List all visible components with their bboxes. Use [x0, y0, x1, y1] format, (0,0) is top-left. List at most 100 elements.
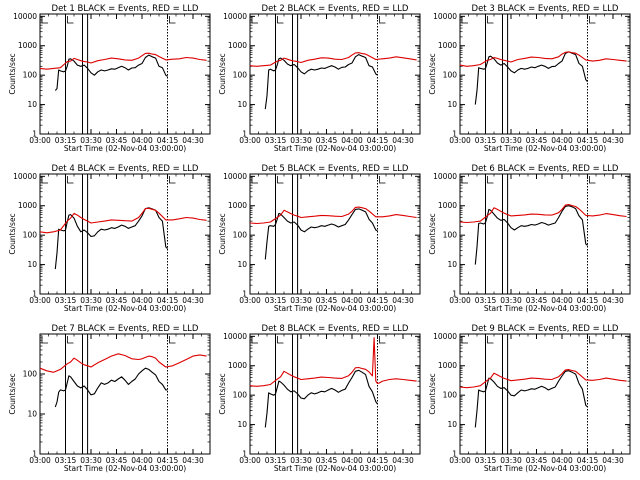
x-tick-label: 04:00 [131, 456, 153, 465]
x-tick-label: 04:30 [392, 296, 414, 305]
x-tick-label: 03:30 [290, 456, 312, 465]
x-axis-label: Start Time (02-Nov-04 03:00:00) [64, 464, 186, 473]
y-tick-label: 10 [447, 420, 457, 429]
y-axis-label: Counts/sec [8, 213, 17, 254]
y-tick-label: 10000 [433, 12, 457, 21]
x-axis-label: Start Time (02-Nov-04 03:00:00) [274, 304, 396, 313]
y-tick-label: 1 [242, 450, 247, 459]
x-axis-label: Start Time (02-Nov-04 03:00:00) [484, 144, 606, 153]
x-tick-label: 03:30 [500, 456, 522, 465]
y-tick-label: 100 [233, 231, 248, 240]
interval-bracket-mark [379, 16, 386, 24]
y-tick-label: 1 [242, 130, 247, 139]
x-tick-label: 04:30 [182, 296, 204, 305]
panel-title: Det 7 BLACK = Events, RED = LLD [52, 324, 199, 334]
interval-bracket-mark [67, 176, 74, 184]
interval-bracket-mark [461, 336, 468, 344]
x-tick-label: 04:00 [341, 296, 363, 305]
interval-bracket-mark [589, 16, 596, 24]
y-tick-label: 1 [242, 290, 247, 299]
y-tick-label: 100 [233, 71, 248, 80]
events-series-line [264, 369, 378, 428]
detector-panel-5: Det 5 BLACK = Events, RED = LLD 1 10 100 100… [218, 164, 421, 313]
x-tick-label: 04:00 [551, 296, 573, 305]
y-tick-label: 1000 [228, 201, 247, 210]
interval-bracket-mark [251, 16, 258, 24]
interval-bracket-mark [251, 176, 258, 184]
y-tick-label: 1000 [438, 361, 457, 370]
events-series-line [264, 54, 378, 110]
x-tick-label: 04:30 [182, 136, 204, 145]
interval-bracket-mark [41, 16, 48, 24]
detector-panel-9: Det 9 BLACK = Events, RED = LLD 1 10 100 100… [428, 324, 631, 473]
panel-title: Det 6 BLACK = Events, RED = LLD [472, 164, 619, 174]
interval-bracket-mark [461, 16, 468, 24]
x-tick-label: 03:15 [265, 456, 287, 465]
x-tick-label: 04:30 [602, 456, 624, 465]
y-tick-label: 1000 [18, 41, 37, 50]
events-series-line [474, 370, 588, 428]
x-tick-label: 03:15 [265, 136, 287, 145]
y-tick-label: 1 [452, 130, 457, 139]
x-tick-label: 03:15 [55, 296, 77, 305]
x-tick-label: 04:15 [577, 296, 599, 305]
y-tick-label: 1000 [438, 41, 457, 50]
y-tick-label: 10 [237, 260, 247, 269]
x-tick-label: 03:00 [449, 136, 471, 145]
x-tick-label: 04:00 [131, 296, 153, 305]
y-tick-label: 1 [32, 450, 37, 459]
y-tick-label: 1 [32, 130, 37, 139]
events-series-line [264, 208, 378, 260]
y-tick-label: 100 [23, 370, 38, 379]
events-series-line [54, 54, 168, 91]
x-axis-label: Start Time (02-Nov-04 03:00:00) [484, 304, 606, 313]
x-tick-label: 04:00 [551, 456, 573, 465]
y-tick-label: 10 [237, 100, 247, 109]
x-tick-label: 03:45 [316, 456, 338, 465]
y-tick-label: 10 [447, 260, 457, 269]
x-tick-label: 03:15 [475, 136, 497, 145]
x-tick-label: 03:30 [290, 296, 312, 305]
lld-series-line [39, 52, 207, 70]
x-tick-label: 03:00 [29, 456, 51, 465]
panel-title: Det 3 BLACK = Events, RED = LLD [472, 4, 619, 14]
x-tick-label: 04:15 [367, 296, 389, 305]
lld-series-line [459, 203, 627, 224]
interval-bracket-mark [41, 176, 48, 184]
x-tick-label: 03:45 [106, 136, 128, 145]
detector-panel-6: Det 6 BLACK = Events, RED = LLD 1 10 100 100… [428, 164, 631, 313]
y-axis-label: Counts/sec [8, 373, 17, 414]
x-tick-label: 04:15 [367, 136, 389, 145]
lld-series-line [39, 353, 207, 373]
x-tick-label: 03:45 [106, 456, 128, 465]
interval-bracket-mark [589, 336, 596, 344]
y-axis-label: Counts/sec [428, 213, 437, 254]
x-tick-label: 03:45 [526, 456, 548, 465]
y-tick-label: 1 [452, 290, 457, 299]
events-series-line [54, 207, 168, 270]
x-tick-label: 04:00 [341, 136, 363, 145]
y-tick-label: 1000 [18, 201, 37, 210]
events-series-line [54, 367, 168, 408]
interval-bracket-mark [251, 336, 258, 344]
detector-panel-1: Det 1 BLACK = Events, RED = LLD 1 10 100 100… [8, 4, 211, 153]
interval-bracket-mark [589, 176, 596, 184]
x-tick-label: 03:30 [80, 136, 102, 145]
detector-panel-4: Det 4 BLACK = Events, RED = LLD 1 10 100 100… [8, 164, 211, 313]
x-tick-label: 04:30 [392, 136, 414, 145]
y-axis-label: Counts/sec [8, 53, 17, 94]
y-tick-label: 10000 [13, 172, 37, 181]
panel-title: Det 1 BLACK = Events, RED = LLD [52, 4, 199, 14]
detector-panel-2: Det 2 BLACK = Events, RED = LLD 1 10 100 100… [218, 4, 421, 153]
x-tick-label: 04:00 [341, 456, 363, 465]
interval-bracket-mark [41, 336, 48, 344]
interval-bracket-mark [487, 336, 494, 344]
interval-bracket-mark [277, 176, 284, 184]
interval-bracket-mark [379, 176, 386, 184]
x-tick-label: 03:30 [500, 296, 522, 305]
x-tick-label: 03:00 [239, 456, 261, 465]
interval-bracket-mark [487, 16, 494, 24]
y-tick-label: 10000 [433, 172, 457, 181]
y-tick-label: 10000 [13, 12, 37, 21]
